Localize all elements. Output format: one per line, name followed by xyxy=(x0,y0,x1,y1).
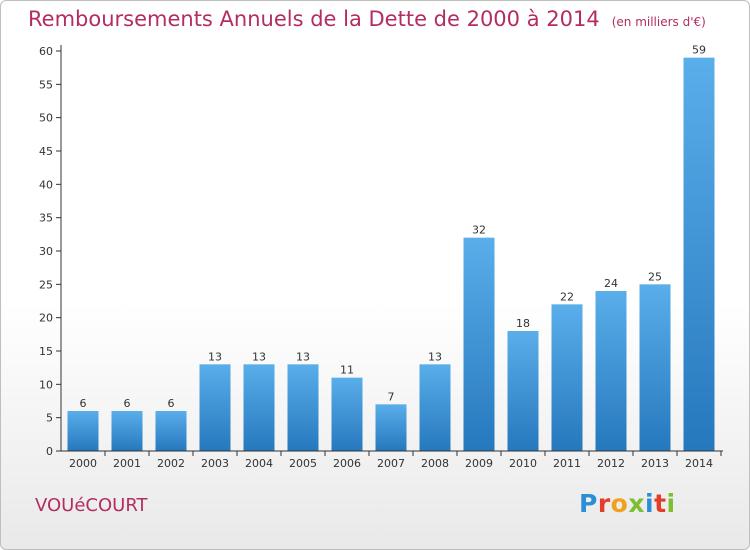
x-tick-label: 2012 xyxy=(597,457,625,470)
x-tick-label: 2014 xyxy=(685,457,713,470)
commune-name: VOUéCOURT xyxy=(35,495,148,516)
x-tick-label: 2006 xyxy=(333,457,361,470)
logo-letter: x xyxy=(628,489,645,518)
bar-value-label: 7 xyxy=(388,390,395,403)
bar xyxy=(67,411,99,451)
x-tick-label: 2002 xyxy=(157,457,185,470)
logo-letter: o xyxy=(610,489,629,518)
bar xyxy=(243,364,275,451)
bars-group: 6 6 6 13 13 13 11 7 13 32 18 22 24 25 59 xyxy=(67,44,715,452)
bar-value-label: 6 xyxy=(80,397,87,410)
y-tick-label: 35 xyxy=(39,212,53,225)
bar xyxy=(287,364,319,451)
x-tick-label: 2007 xyxy=(377,457,405,470)
bar-value-label: 13 xyxy=(208,350,222,363)
logo-letter: i xyxy=(645,489,655,518)
bar xyxy=(463,237,495,451)
bar xyxy=(639,284,671,451)
bar xyxy=(507,331,539,451)
logo-letter: r xyxy=(597,489,611,518)
bar-value-label: 22 xyxy=(560,290,574,303)
y-tick-label: 0 xyxy=(46,445,53,458)
x-tick-label: 2011 xyxy=(553,457,581,470)
x-tick-label: 2003 xyxy=(201,457,229,470)
bar xyxy=(155,411,187,451)
bar-value-label: 13 xyxy=(296,350,310,363)
x-tick-label: 2008 xyxy=(421,457,449,470)
x-tick-label: 2005 xyxy=(289,457,317,470)
bar-value-label: 59 xyxy=(692,44,706,57)
bar xyxy=(683,57,715,452)
y-tick-label: 30 xyxy=(39,245,53,258)
y-tick-label: 40 xyxy=(39,178,53,191)
bar-value-label: 32 xyxy=(472,224,486,237)
x-tick-label: 2009 xyxy=(465,457,493,470)
bar-value-label: 18 xyxy=(516,317,530,330)
bar-value-label: 11 xyxy=(340,364,354,377)
y-tick-label: 45 xyxy=(39,145,53,158)
y-tick-label: 15 xyxy=(39,345,53,358)
bar xyxy=(551,304,583,451)
bar-value-label: 6 xyxy=(124,397,131,410)
x-tick-label: 2010 xyxy=(509,457,537,470)
bar-value-label: 13 xyxy=(428,350,442,363)
bar-value-label: 6 xyxy=(168,397,175,410)
bar xyxy=(199,364,231,451)
x-axis: 2000 2001 2002 2003 2004 2005 2006 2007 2008 2009… xyxy=(61,450,723,470)
y-tick-label: 60 xyxy=(39,45,53,58)
bar xyxy=(595,291,627,451)
x-tick-label: 2001 xyxy=(113,457,141,470)
bar xyxy=(111,411,143,451)
chart-title: Remboursements Annuels de la Dette de 20… xyxy=(28,7,706,31)
y-axis: 0 5 10 15 20 25 30 35 40 45 50 55 60 xyxy=(39,45,62,458)
y-tick-label: 20 xyxy=(39,312,53,325)
bar xyxy=(375,404,407,451)
x-tick-label: 2013 xyxy=(641,457,669,470)
bar-value-label: 13 xyxy=(252,350,266,363)
logo-letter: t xyxy=(654,489,667,518)
chart-title-text: Remboursements Annuels de la Dette de 20… xyxy=(28,7,600,31)
chart-unit: (en milliers d'€) xyxy=(611,15,706,29)
logo-letter: i xyxy=(666,489,676,518)
bar xyxy=(419,364,451,451)
x-tick-label: 2004 xyxy=(245,457,273,470)
x-tick-label: 2000 xyxy=(69,457,97,470)
y-tick-label: 25 xyxy=(39,278,53,291)
y-tick-label: 55 xyxy=(39,78,53,91)
bar-value-label: 25 xyxy=(648,270,662,283)
proxiti-logo[interactable]: Proxiti xyxy=(579,489,676,518)
logo-letter: P xyxy=(579,489,598,518)
y-tick-label: 5 xyxy=(46,412,53,425)
bar-value-label: 24 xyxy=(604,277,618,290)
bar xyxy=(331,377,363,451)
y-tick-label: 10 xyxy=(39,378,53,391)
y-tick-label: 50 xyxy=(39,112,53,125)
